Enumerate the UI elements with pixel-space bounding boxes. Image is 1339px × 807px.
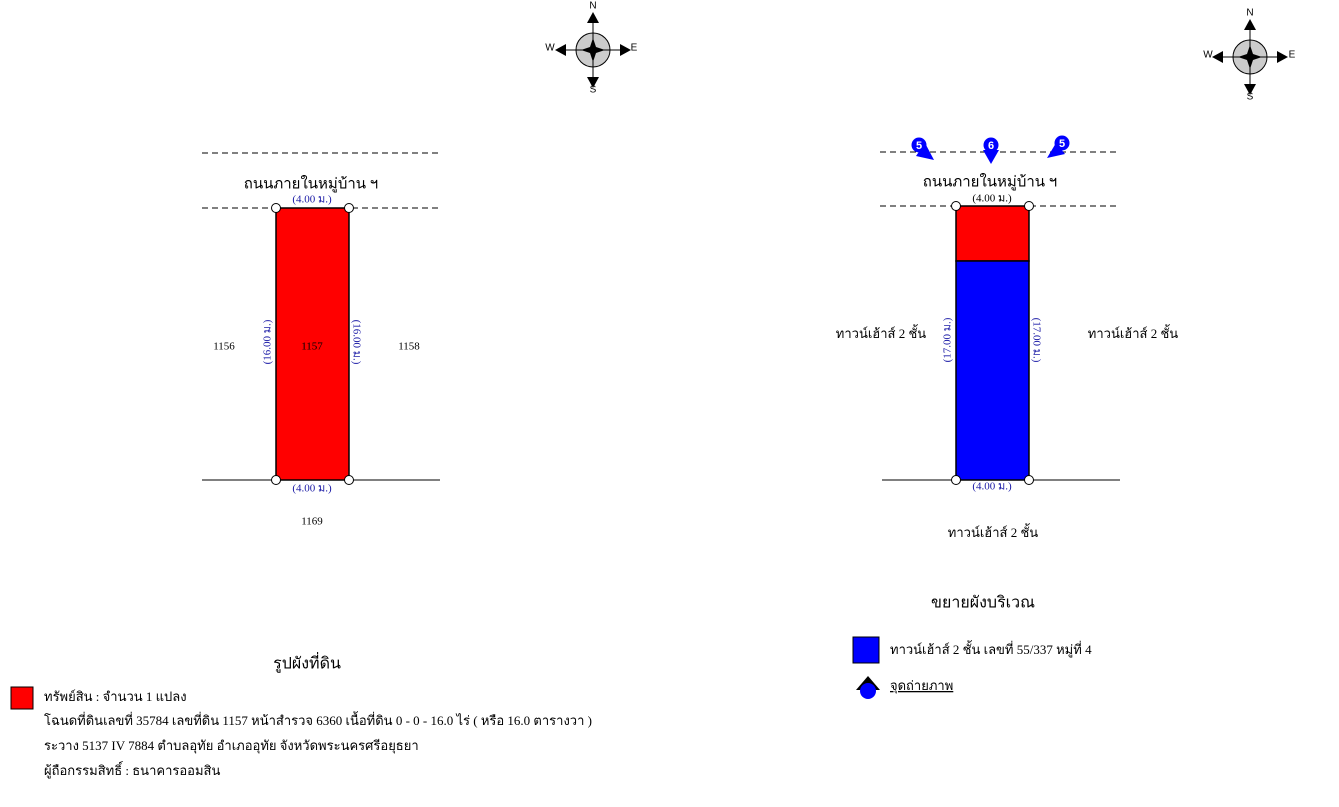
dimension: (4.00 ม.) <box>972 481 1012 493</box>
east: E <box>631 43 638 54</box>
plot-front <box>955 205 1030 262</box>
dimension: (16.00 ม.) <box>262 319 274 364</box>
legend-line: ระวาง 5137 IV 7884 ตำบลอุทัย อำเภออุทัย … <box>44 738 419 754</box>
neighbor: ทาวน์เฮ้าส์ 2 ชั้น <box>948 523 1038 540</box>
north: N <box>589 1 596 12</box>
title: ขยายผังบริเวณ <box>931 595 1035 612</box>
photo-number: 5 <box>1059 138 1065 150</box>
building <box>955 260 1030 481</box>
legend-photo-icon <box>860 683 876 699</box>
west: W <box>545 43 555 54</box>
legend-label: จุดถ่ายภาพ <box>890 678 953 694</box>
south: S <box>590 85 597 96</box>
title: รูปผังที่ดิน <box>273 652 341 674</box>
photo-point: 5 <box>1047 135 1070 158</box>
plot <box>275 207 350 481</box>
south: S <box>1247 92 1254 103</box>
legend-line: โฉนดที่ดินเลขที่ 35784 เลขที่ดิน 1157 หน… <box>44 711 592 728</box>
photo-number: 5 <box>916 140 922 152</box>
dimension: (4.00 ม.) <box>292 483 332 495</box>
neighbor: ทาวน์เฮ้าส์ 2 ชั้น <box>1088 324 1178 341</box>
road-label: ถนนภายในหมู่บ้าน ฯ <box>923 172 1057 190</box>
dimension: (4.00 ม.) <box>292 194 332 206</box>
east: E <box>1289 50 1296 61</box>
neighbor: ทาวน์เฮ้าส์ 2 ชั้น <box>836 324 926 341</box>
neighbor: 1169 <box>301 516 323 528</box>
photo-number: 6 <box>988 140 994 152</box>
neighbor: 1156 <box>213 341 235 353</box>
plot-number: 1157 <box>301 341 323 353</box>
land-plan: ถนนภายในหมู่บ้าน ฯ (4.00 ม.) (16.00 ม.) … <box>202 152 440 674</box>
legend-swatch <box>10 686 34 710</box>
dimension: (17.00 ม.) <box>942 317 954 362</box>
dimension: (17.00 ม.) <box>1030 318 1042 363</box>
dimension: (4.00 ม.) <box>972 193 1012 205</box>
road-label: ถนนภายในหมู่บ้าน ฯ <box>244 174 378 192</box>
dimension: (16.00 ม.) <box>350 320 362 365</box>
photo-point: 6 <box>983 137 999 164</box>
west: W <box>1203 50 1213 61</box>
legend-swatch <box>852 636 880 664</box>
north: N <box>1246 8 1253 19</box>
site-plan: 5 6 5 ถนนภายในหมู่บ้าน ฯ (4.00 ม.) (17.0… <box>836 135 1178 699</box>
legend-line: ผู้ถือกรรมสิทธิ์ : ธนาคารออมสิน <box>44 761 220 779</box>
photo-point: 5 <box>911 137 934 160</box>
compass: N W E S <box>545 1 637 96</box>
neighbor: 1158 <box>398 341 420 353</box>
legend-label: ทาวน์เฮ้าส์ 2 ชั้น เลขที่ 55/337 หมู่ที่… <box>890 640 1092 658</box>
legend-line: ทรัพย์สิน : จำนวน 1 แปลง <box>44 689 187 704</box>
property-legend: ทรัพย์สิน : จำนวน 1 แปลง โฉนดที่ดินเลขที… <box>10 686 592 779</box>
compass: N W E S <box>1203 8 1295 103</box>
